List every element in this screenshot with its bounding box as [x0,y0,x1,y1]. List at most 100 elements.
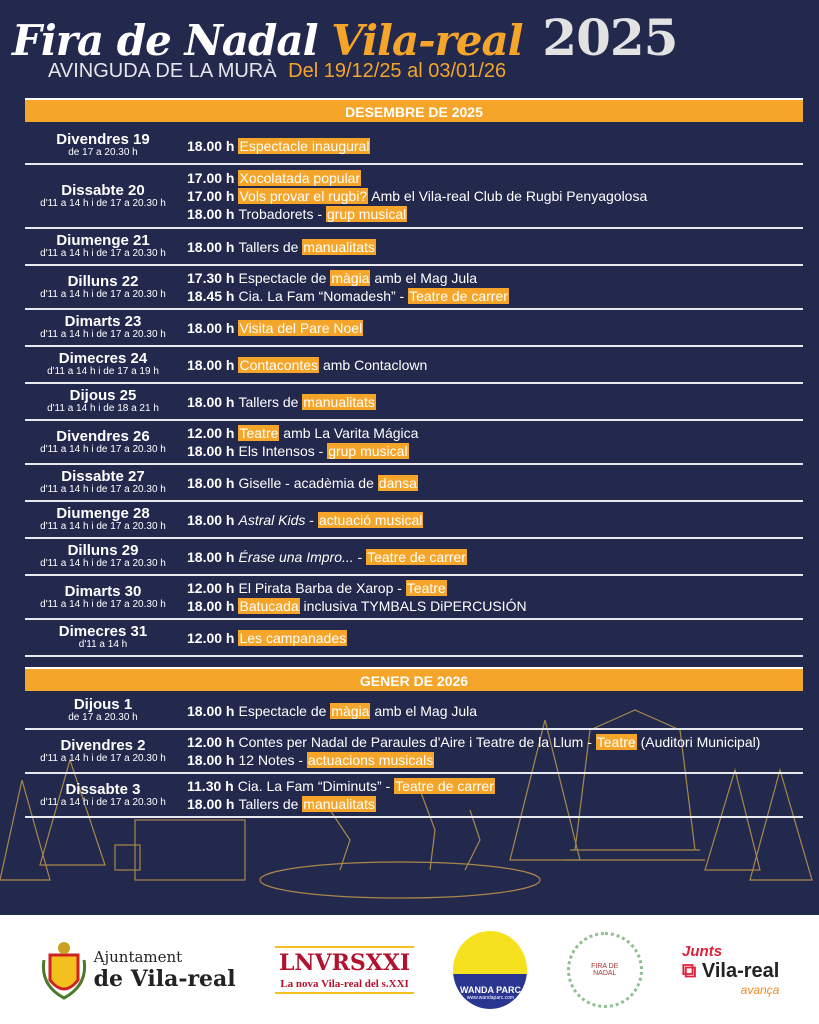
day-hours: d'11 a 14 h i de 17 a 20.30 h [40,521,166,533]
day-row: Divendres 19 de 17 a 20.30 h 18.00 h Espect… [25,128,803,165]
day-name: Diumenge 28 [56,505,150,523]
event-text: amb Contaclown [319,356,428,373]
event-list: 12.00 h Les campanades [181,626,348,650]
event-list: 18.00 h Espectacle de màgia amb el Mag Ju… [181,699,477,723]
event-category-highlight: Espectacle inaugural [238,137,371,154]
event-text: inclusiva TYMBALS DiPERCUSIÓN [299,598,527,614]
event-category-highlight: Teatre de carrer [366,548,467,565]
day-name: Dissabte 27 [61,468,145,486]
sponsor-logos: Ajuntament de Vila-real LNVRSXXI La nova … [0,915,819,1024]
day-hours: d'11 a 14 h [78,639,128,651]
day-name: Dimecres 31 [58,623,148,641]
event-list: 11.30 h Cia. La Fam “Diminuts” - Teatre d… [181,774,495,816]
logo-text: www.wandaparc.com [466,994,515,1001]
event-category-highlight: Xocolatada popular [238,170,362,186]
day-row: Dimarts 30 d'11 a 14 h i de 17 a 20.30 h 1… [25,576,803,620]
event-item: 18.00 h Contacontes amb Contaclown [187,356,427,374]
event-text: El Pirata Barba de Xarop - [238,580,406,596]
event-text: Érase una Impro... [238,548,354,565]
gift-icon [134,819,246,881]
event-item: 12.00 h El Pirata Barba de Xarop - Teatre [187,579,527,597]
day-row: Dimecres 24 d'11 a 14 h i de 17 a 19 h 18.… [25,347,803,384]
event-category-highlight: Teatre [595,734,637,750]
event-time: 18.00 h [187,393,235,410]
day-label: Dimecres 24 d'11 a 14 h i de 17 a 19 h [25,351,181,377]
event-category-highlight: Les campanades [238,629,348,646]
day-hours: d'11 a 14 h i de 17 a 20.30 h [40,558,166,570]
event-item: 12.00 h Les campanades [187,629,348,647]
event-text: Espectacle de [238,270,331,286]
event-text: Espectacle de [238,702,331,719]
day-row: Dijous 25 d'11 a 14 h i de 18 a 21 h 18.00… [25,384,803,421]
day-row: Divendres 2 d'11 a 14 h i de 17 a 20.30 h… [25,730,803,774]
day-label: Dijous 1 de 17 a 20.30 h [25,697,181,723]
logo-ajuntament: Ajuntament de Vila-real [40,940,236,1000]
day-label: Dissabte 27 d'11 a 14 h i de 17 a 20.30 h [25,469,181,495]
event-list: 17.00 h Xocolatada popular 17.00 h Vols pro… [181,166,647,226]
event-item: 18.00 h Espectacle inaugural [187,137,371,155]
event-category-highlight: dansa [377,474,418,491]
day-label: Dijous 25 d'11 a 14 h i de 18 a 21 h [25,388,181,414]
day-name: Dilluns 29 [67,542,139,560]
title-year: 2025 [542,8,678,67]
day-label: Dissabte 20 d'11 a 14 h i de 17 a 20.30 h [25,183,181,209]
logo-text: La nova Vila-real del s.XXI [280,977,409,990]
event-text: Trobadorets - [238,206,326,222]
event-time: 18.00 h [187,511,235,528]
day-hours: d'11 a 14 h i de 18 a 21 h [47,403,159,415]
day-hours: de 17 a 20.30 h [68,712,138,724]
day-name: Divendres 26 [56,427,150,445]
event-time: 18.00 h [187,752,235,768]
logo-text: Vila-real [701,959,780,982]
logo-junts-vila-real: Junts ⧉ Vila-real avança [682,942,780,997]
logo-text: WANDA PARC [459,984,521,995]
logo-text: avança [740,982,780,997]
event-category-highlight: Batucada [238,598,300,614]
day-row: Dijous 1 de 17 a 20.30 h 18.00 h Espectacle… [25,693,803,730]
event-time: 18.00 h [187,137,235,154]
event-text: Amb el Vila-real Club de Rugbi Penyagolo… [368,188,648,204]
day-hours: d'11 a 14 h i de 17 a 20.30 h [40,443,166,455]
event-time: 18.00 h [187,443,235,459]
schedule-january: Dijous 1 de 17 a 20.30 h 18.00 h Espectacle… [25,693,803,818]
event-item: 18.00 h Batucada inclusiva TYMBALS DiPERC… [187,597,527,615]
event-item: 12.00 h Teatre amb La Varita Mágica [187,424,418,442]
event-category-highlight: Visita del Pare Noel [238,319,364,336]
event-text: amb el Mag Jula [370,702,478,719]
event-category-highlight: Teatre [405,580,447,596]
event-item: 11.30 h Cia. La Fam “Diminuts” - Teatre d… [187,777,495,795]
event-time: 18.00 h [187,238,235,255]
event-list: 18.00 h Érase una Impro... - Teatre de ca… [181,545,467,569]
event-time: 12.00 h [187,734,235,750]
event-category-highlight: Teatre de carrer [394,778,495,794]
tree-icon [0,779,51,881]
event-text: - [305,511,318,528]
event-text: Els Intensos - [238,443,328,459]
logo-text: de Vila-real [93,965,236,992]
day-hours: d'11 a 14 h i de 17 a 20.30 h [40,197,166,209]
event-text: Cia. La Fam “Diminuts” - [237,778,395,794]
event-time: 18.00 h [187,548,235,565]
event-text: Cia. La Fam “Nomadesh” - [238,288,409,304]
day-hours: d'11 a 14 h i de 17 a 20.30 h [40,796,166,808]
event-text: amb La Varita Mágica [279,425,419,441]
title-text: Fira de Nadal [12,16,319,65]
day-name: Dimecres 24 [58,350,148,368]
day-name: Dimarts 30 [64,582,142,600]
event-item: 18.00 h 12 Notes - actuacions musicals [187,751,760,769]
event-category-highlight: grup musical [327,443,409,459]
day-name: Divendres 2 [60,736,146,754]
christmas-illustration [0,709,813,899]
event-category-highlight: Vols provar el rugbi? [238,188,369,204]
day-label: Dissabte 3 d'11 a 14 h i de 17 a 20.30 h [25,782,181,808]
event-time: 18.00 h [187,206,235,222]
tree-icon [704,767,761,871]
event-category-highlight: màgia [330,702,371,719]
logo-text: Junts [682,942,723,960]
day-hours: d'11 a 14 h i de 17 a 20.30 h [40,598,166,610]
event-item: 18.00 h Trobadorets - grup musical [187,205,647,223]
event-item: 18.00 h Espectacle de màgia amb el Mag Ju… [187,702,477,720]
gift-icon [114,844,141,871]
event-list: 18.00 h Giselle - acadèmia de dansa [181,471,418,495]
day-label: Dimecres 31 d'11 a 14 h [25,624,181,650]
